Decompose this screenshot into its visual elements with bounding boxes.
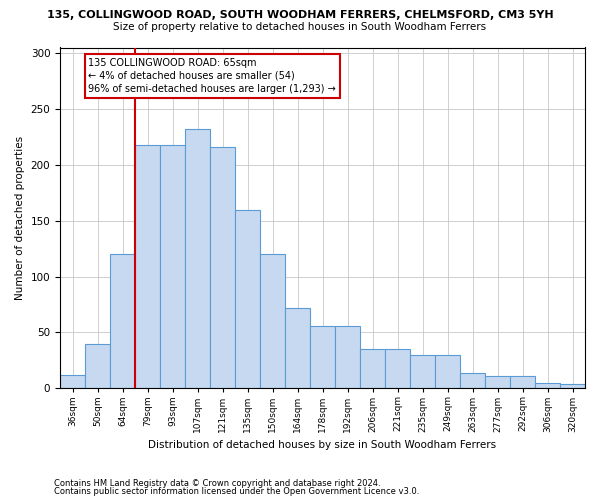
Bar	[310, 326, 335, 388]
Text: Contains HM Land Registry data © Crown copyright and database right 2024.: Contains HM Land Registry data © Crown c…	[54, 478, 380, 488]
Bar	[235, 210, 260, 388]
Bar	[110, 254, 135, 388]
Text: Contains public sector information licensed under the Open Government Licence v3: Contains public sector information licen…	[54, 487, 419, 496]
Text: Size of property relative to detached houses in South Woodham Ferrers: Size of property relative to detached ho…	[113, 22, 487, 32]
Bar	[285, 308, 310, 388]
Bar	[185, 129, 210, 388]
Bar	[385, 349, 410, 389]
Text: 135 COLLINGWOOD ROAD: 65sqm
← 4% of detached houses are smaller (54)
96% of semi: 135 COLLINGWOOD ROAD: 65sqm ← 4% of deta…	[88, 58, 336, 94]
Text: 135, COLLINGWOOD ROAD, SOUTH WOODHAM FERRERS, CHELMSFORD, CM3 5YH: 135, COLLINGWOOD ROAD, SOUTH WOODHAM FER…	[47, 10, 553, 20]
Bar	[435, 355, 460, 388]
Bar	[60, 375, 85, 388]
Bar	[535, 383, 560, 388]
Bar	[360, 349, 385, 389]
X-axis label: Distribution of detached houses by size in South Woodham Ferrers: Distribution of detached houses by size …	[148, 440, 497, 450]
Bar	[135, 144, 160, 388]
Bar	[560, 384, 585, 388]
Y-axis label: Number of detached properties: Number of detached properties	[15, 136, 25, 300]
Bar	[210, 147, 235, 388]
Bar	[485, 376, 510, 388]
Bar	[510, 376, 535, 388]
Bar	[410, 355, 435, 388]
Bar	[260, 254, 285, 388]
Bar	[85, 344, 110, 388]
Bar	[460, 372, 485, 388]
Bar	[160, 144, 185, 388]
Bar	[335, 326, 360, 388]
